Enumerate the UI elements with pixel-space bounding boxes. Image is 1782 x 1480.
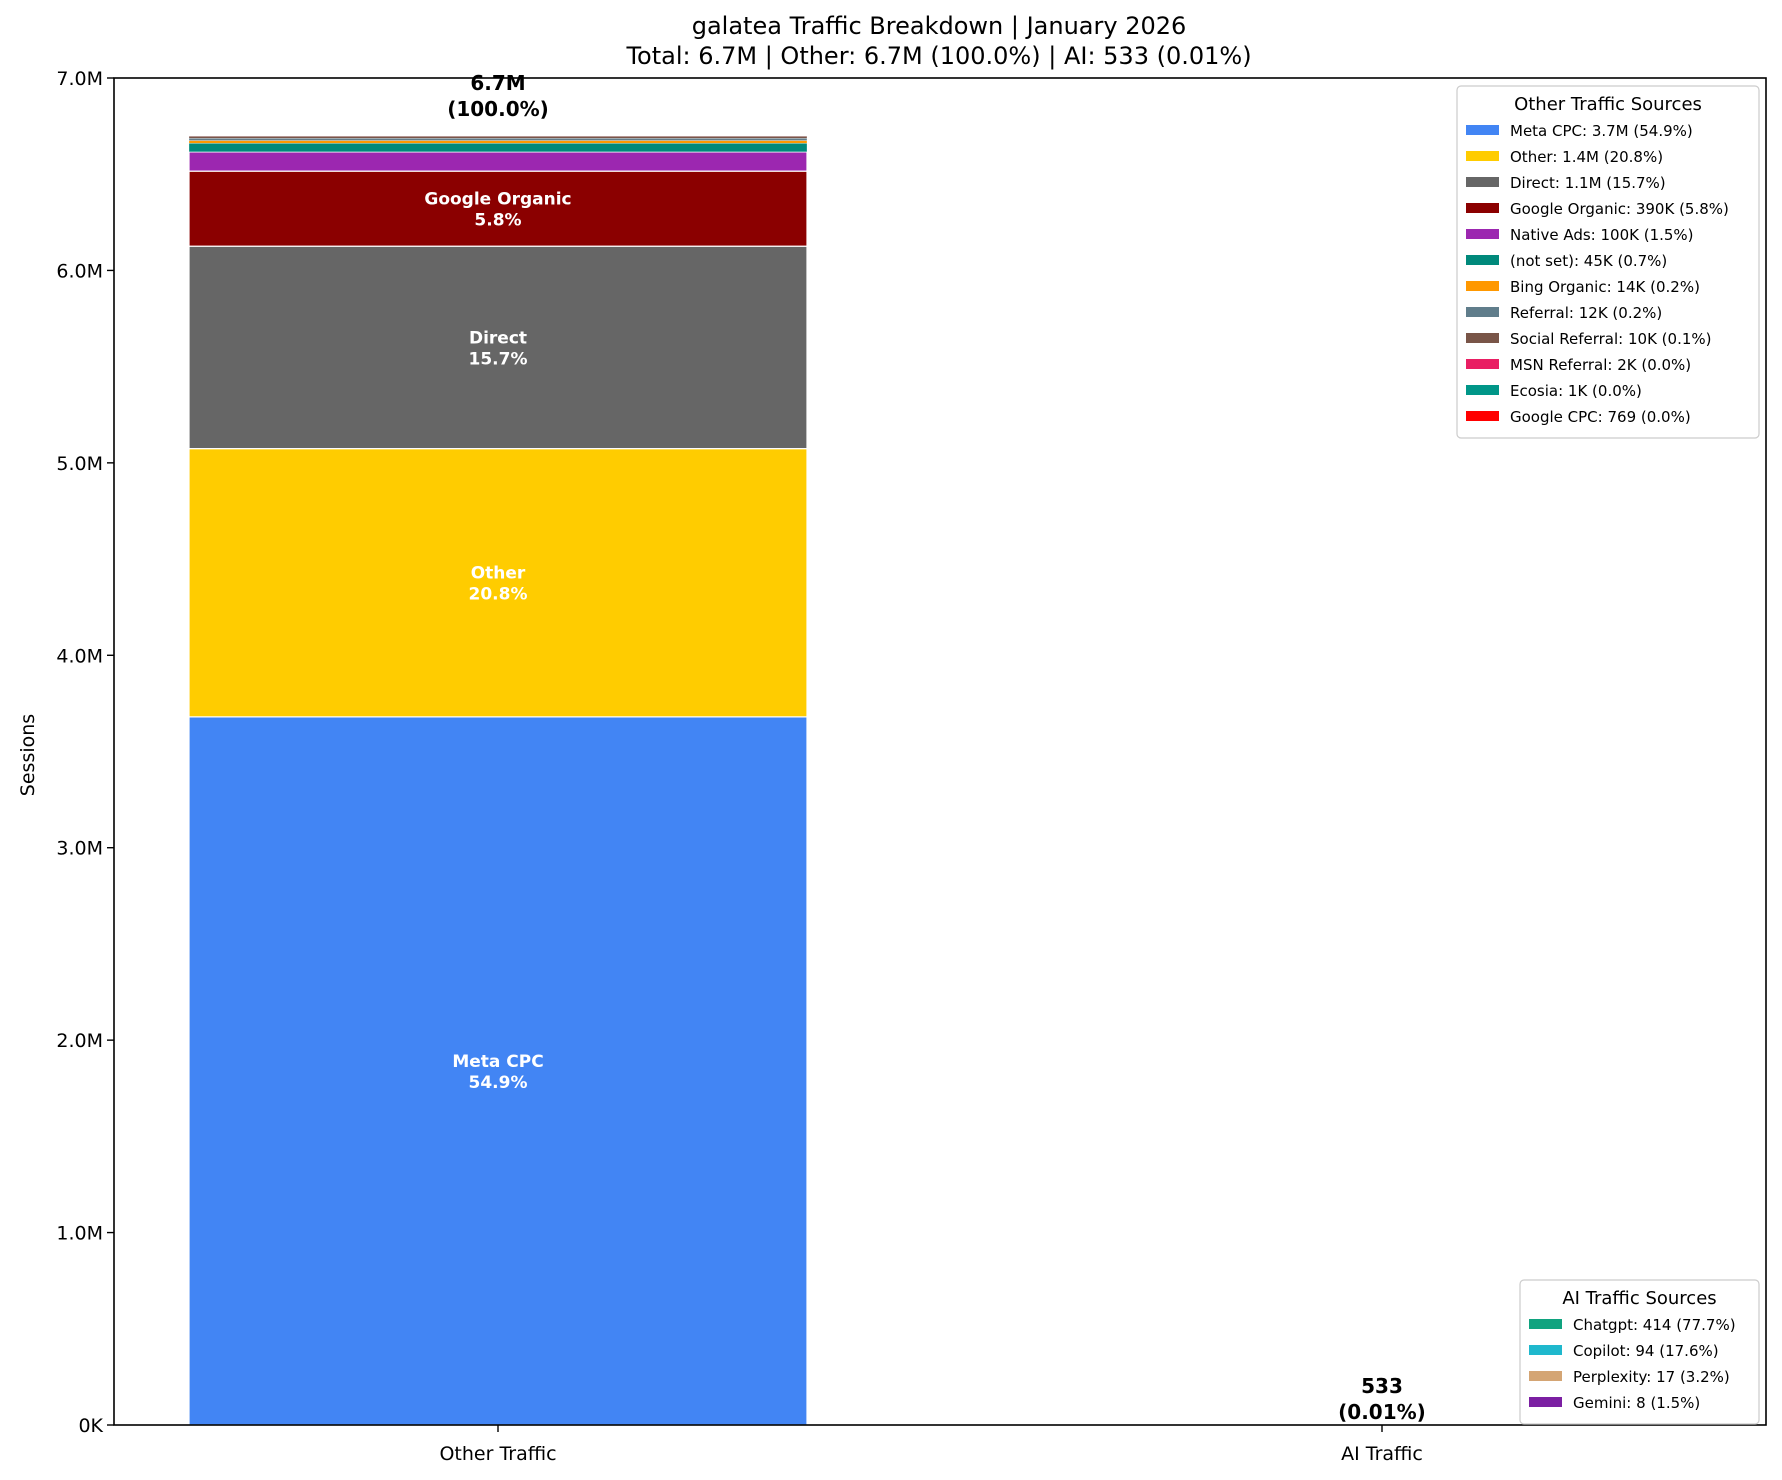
legend-swatch <box>1466 177 1499 187</box>
plot-frame <box>113 77 1767 1426</box>
legend-entry: Direct: 1.1M (15.7%) <box>1510 174 1666 192</box>
bar-segment-native-ads <box>188 151 808 172</box>
legend-entry: Bing Organic: 14K (0.2%) <box>1510 278 1700 296</box>
legend-entry: Native Ads: 100K (1.5%) <box>1510 226 1694 244</box>
legend-other-sources: Other Traffic Sources Meta CPC: 3.7M (54.… <box>1456 85 1760 439</box>
y-tick-label: 0K <box>78 1415 103 1437</box>
legend-swatch <box>1529 1397 1562 1407</box>
y-tick-label: 3.0M <box>56 838 103 860</box>
y-tick-label: 1.0M <box>56 1223 103 1245</box>
legend-entry: Copilot: 94 (17.6%) <box>1573 1342 1719 1360</box>
bar-segment-meta-cpc <box>188 716 808 1426</box>
bar-segment-bing-organic <box>188 140 808 144</box>
legend-swatch <box>1466 229 1499 239</box>
legends-group: Other Traffic Sources Meta CPC: 3.7M (54.… <box>1456 85 1760 1425</box>
segment-pct: 54.9% <box>469 1073 528 1093</box>
legend-swatch <box>1466 125 1499 135</box>
legend-entry: Ecosia: 1K (0.0%) <box>1510 382 1642 400</box>
legend-swatch <box>1466 359 1499 369</box>
legend-swatch <box>1466 307 1499 317</box>
segment-label: Other <box>471 564 526 584</box>
legend-title: Other Traffic Sources <box>1514 94 1702 115</box>
legend-ai-sources: AI Traffic Sources Chatgpt: 414 (77.7%) Co… <box>1519 1279 1760 1425</box>
legend-entry: Referral: 12K (0.2%) <box>1510 304 1662 322</box>
bar-segment-referral <box>188 138 808 141</box>
chart-subtitle: Total: 6.7M | Other: 6.7M (100.0%) | AI:… <box>625 42 1251 70</box>
legend-swatch <box>1466 255 1499 265</box>
legend-swatch <box>1466 385 1499 395</box>
y-tick-label: 6.0M <box>56 260 103 282</box>
segment-pct: 5.8% <box>474 211 521 231</box>
legend-entry: Social Referral: 10K (0.1%) <box>1510 330 1711 348</box>
bar-total-value: 533 <box>1361 1374 1403 1398</box>
segment-label: Meta CPC <box>452 1052 543 1072</box>
legend-swatch <box>1466 333 1499 343</box>
legend-swatch <box>1529 1371 1562 1381</box>
bar-total-pct: (100.0%) <box>447 97 549 121</box>
legend-swatch <box>1466 411 1499 421</box>
y-tick-label: 7.0M <box>56 68 103 90</box>
legend-entry: Meta CPC: 3.7M (54.9%) <box>1510 122 1693 140</box>
legend-box <box>1456 85 1760 439</box>
bar-segment-direct <box>188 245 808 450</box>
legend-entry: Perplexity: 17 (3.2%) <box>1573 1368 1730 1386</box>
y-axis-label: Sessions <box>17 714 39 796</box>
legend-entry: Gemini: 8 (1.5%) <box>1573 1394 1700 1412</box>
legend-swatch <box>1466 203 1499 213</box>
chart-title: galatea Traffic Breakdown | January 2026 <box>692 12 1187 40</box>
bar-segment--not-set- <box>188 143 808 153</box>
bar-segment-other <box>188 448 808 718</box>
legend-entry: Chatgpt: 414 (77.7%) <box>1573 1316 1736 1334</box>
legend-title: AI Traffic Sources <box>1562 1288 1716 1309</box>
x-tick-label: AI Traffic <box>1341 1443 1423 1465</box>
segment-label: Google Organic <box>424 190 571 210</box>
legend-swatch <box>1529 1345 1562 1355</box>
bar-total-pct: (0.01%) <box>1338 1400 1426 1424</box>
y-tick-label: 2.0M <box>56 1030 103 1052</box>
segment-pct: 20.8% <box>469 585 528 605</box>
legend-box <box>1519 1279 1760 1425</box>
legend-entry: Other: 1.4M (20.8%) <box>1510 148 1663 166</box>
y-tick-label: 5.0M <box>56 453 103 475</box>
legend-entry: MSN Referral: 2K (0.0%) <box>1510 356 1691 374</box>
bar-total-value: 6.7M <box>470 71 525 95</box>
x-tick-label: Other Traffic <box>439 1443 556 1465</box>
segment-pct: 15.7% <box>469 349 528 369</box>
legend-entry: (not set): 45K (0.7%) <box>1510 252 1667 270</box>
legend-swatch <box>1466 151 1499 161</box>
segment-label: Direct <box>469 328 527 348</box>
bar-segment-google-organic <box>188 170 808 247</box>
bar-segment-social-referral <box>188 136 808 139</box>
legend-entry: Google CPC: 769 (0.0%) <box>1510 408 1691 426</box>
axes-group: 0K 1.0M 2.0M 3.0M 4.0M 5.0M 6.0M 7.0M Other Traf… <box>56 68 1767 1465</box>
legend-swatch <box>1529 1319 1562 1329</box>
legend-entry: Google Organic: 390K (5.8%) <box>1510 200 1729 218</box>
legend-swatch <box>1466 281 1499 291</box>
y-tick-label: 4.0M <box>56 645 103 667</box>
